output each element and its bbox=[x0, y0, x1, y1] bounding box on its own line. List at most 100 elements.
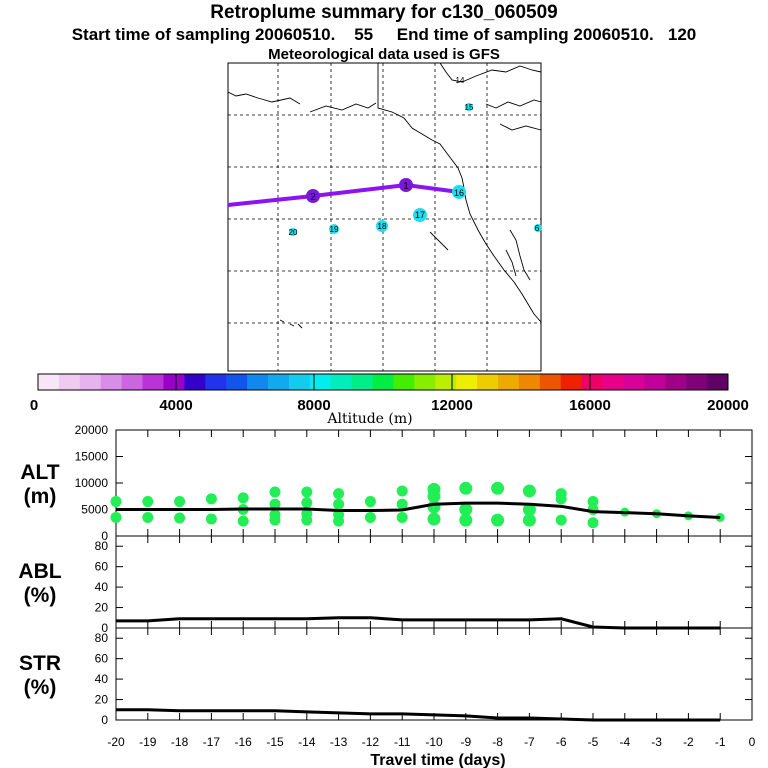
altitude-point bbox=[396, 485, 408, 497]
colorbar-cell bbox=[184, 374, 206, 390]
altitude-point bbox=[555, 493, 567, 505]
x-tick-label: -5 bbox=[588, 735, 599, 749]
altitude-point bbox=[269, 486, 281, 498]
colorbar-cell bbox=[205, 374, 227, 390]
altitude-point bbox=[237, 515, 249, 527]
abl-line bbox=[116, 616, 721, 630]
colorbar-cell bbox=[623, 374, 645, 390]
altitude-point bbox=[205, 493, 217, 505]
y-tick-label: 40 bbox=[95, 580, 109, 594]
altitude-point bbox=[427, 500, 441, 514]
altitude-point bbox=[522, 513, 536, 527]
colorbar-cell bbox=[247, 374, 269, 390]
altitude-point bbox=[364, 511, 376, 523]
altitude-point bbox=[396, 511, 408, 523]
x-tick-label: -8 bbox=[492, 735, 503, 749]
colorbar-tick-label: 20000 bbox=[707, 397, 749, 414]
day-label-19: 19 bbox=[330, 225, 339, 234]
day-marker-18 bbox=[376, 220, 388, 232]
trajectory-markers: 2 1 16 bbox=[306, 178, 466, 203]
x-tick-label: -16 bbox=[235, 735, 253, 749]
panel-frame bbox=[115, 535, 753, 629]
y-axis-label: (%) bbox=[24, 676, 57, 699]
altitude-point bbox=[333, 498, 345, 510]
colorbar-cell bbox=[707, 374, 729, 390]
colorbar-cell bbox=[351, 374, 374, 390]
x-tick-label: 0 bbox=[749, 735, 756, 749]
colorbar-tick-label: 12000 bbox=[431, 397, 473, 414]
path-marker-2 bbox=[306, 189, 320, 203]
colorbar-cell bbox=[309, 374, 332, 390]
altitude-point bbox=[459, 513, 473, 527]
altitude-point bbox=[301, 486, 313, 498]
x-tick-label: -10 bbox=[425, 735, 443, 749]
altitude-point bbox=[427, 512, 441, 526]
map-grid bbox=[228, 63, 541, 371]
altitude-point bbox=[522, 484, 536, 498]
altitude-point bbox=[459, 503, 473, 516]
x-tick-label: -12 bbox=[362, 735, 380, 749]
colorbar-cell bbox=[38, 374, 60, 390]
sampling-times: Start time of sampling 20060510. 55 End … bbox=[71, 25, 697, 44]
y-tick-label: 20000 bbox=[75, 423, 109, 437]
colorbar-cell bbox=[226, 374, 248, 390]
panel-abl: 0 20 40 60 80 ABL(%) bbox=[18, 535, 753, 635]
colorbar-cell bbox=[518, 374, 541, 390]
x-tick-label: -13 bbox=[330, 735, 348, 749]
x-tick-label: -6 bbox=[556, 735, 567, 749]
colorbar-cell bbox=[79, 374, 102, 390]
y-tick-label: 15000 bbox=[75, 450, 109, 464]
altitude-point bbox=[269, 498, 281, 510]
colorbar-cell bbox=[372, 374, 394, 390]
path-label-2: 2 bbox=[310, 192, 316, 203]
y-tick-label: 80 bbox=[95, 631, 109, 645]
day-label-17: 17 bbox=[415, 210, 425, 220]
day-markers: 14 15 17 18 19 20 6 bbox=[289, 76, 542, 237]
met-data-note: Meteorological data used is GFS bbox=[268, 46, 500, 63]
panel-frame bbox=[115, 627, 753, 721]
altitude-point bbox=[427, 489, 441, 503]
colorbar-cell bbox=[560, 374, 583, 390]
y-tick-label: 80 bbox=[95, 539, 109, 553]
day-label-6: 6 bbox=[535, 224, 540, 233]
y-tick-label: 20 bbox=[95, 601, 109, 615]
colorbar-cell bbox=[121, 374, 144, 390]
altitude-point bbox=[333, 488, 345, 500]
altitude-point bbox=[142, 496, 154, 508]
altitude-line bbox=[116, 501, 721, 519]
colorbar-cell bbox=[539, 374, 562, 390]
colorbar-tick-label: 0 bbox=[30, 397, 38, 414]
day-marker-15 bbox=[465, 103, 473, 111]
chart-title: Retroplume summary for c130_060509 bbox=[210, 2, 558, 23]
altitude-point bbox=[110, 496, 122, 508]
altitude-point bbox=[333, 515, 345, 527]
x-tick-label: -14 bbox=[298, 735, 316, 749]
colorbar-cell bbox=[456, 374, 478, 390]
colorbar-cell bbox=[58, 374, 81, 390]
coastlines bbox=[227, 62, 542, 329]
altitude-point bbox=[237, 492, 249, 504]
colorbar-tick-label: 16000 bbox=[569, 397, 611, 414]
colorbar-cell bbox=[414, 374, 436, 390]
colorbar-cell bbox=[477, 374, 499, 390]
altitude-point bbox=[587, 517, 599, 529]
colorbar-cell bbox=[163, 374, 185, 390]
y-axis-label: (m) bbox=[24, 485, 57, 508]
y-tick-label: 10000 bbox=[75, 476, 109, 490]
colorbar-tick-label: 4000 bbox=[159, 397, 192, 414]
path-marker-1 bbox=[399, 178, 413, 192]
path-marker-16 bbox=[452, 185, 466, 199]
altitude-point bbox=[364, 496, 376, 508]
colorbar-tick-label: 8000 bbox=[297, 397, 330, 414]
colorbar-cell bbox=[602, 374, 624, 390]
y-axis-label: (%) bbox=[24, 584, 57, 607]
y-tick-label: 0 bbox=[101, 713, 108, 727]
colorbar-cell bbox=[393, 374, 415, 390]
altitude-point bbox=[301, 497, 313, 509]
x-tick-label: -15 bbox=[266, 735, 284, 749]
x-tick-label: -2 bbox=[683, 735, 694, 749]
colorbar-cell bbox=[142, 374, 164, 390]
x-tick-label: -19 bbox=[139, 735, 157, 749]
y-tick-label: 40 bbox=[95, 672, 109, 686]
altitude-point bbox=[491, 513, 505, 527]
